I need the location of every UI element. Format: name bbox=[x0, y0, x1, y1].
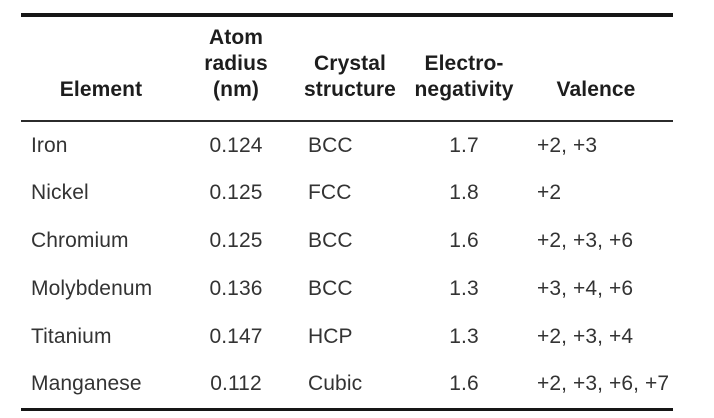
column-header-electronegativity: Electro- negativity bbox=[409, 15, 519, 121]
cell-valence: +2, +3 bbox=[537, 133, 598, 157]
cell-electronegativity: 1.6 bbox=[449, 372, 479, 396]
table-row: Molybdenum 0.136 BCC 1.3 +3, +4, +6 bbox=[21, 265, 673, 313]
element-properties-table-wrap: Element Atom radius (nm) Crystal structu… bbox=[21, 13, 673, 411]
element-properties-table: Element Atom radius (nm) Crystal structu… bbox=[21, 13, 673, 411]
header-row: Element Atom radius (nm) Crystal structu… bbox=[21, 15, 673, 121]
table-row: Iron 0.124 BCC 1.7 +2, +3 bbox=[21, 121, 673, 169]
cell-atom-radius: 0.112 bbox=[210, 372, 262, 396]
column-header-crystal-structure-line1: Crystal bbox=[314, 52, 386, 75]
column-header-valence-label: Valence bbox=[556, 78, 636, 101]
column-header-atom-radius: Atom radius (nm) bbox=[181, 15, 291, 121]
table-row: Titanium 0.147 HCP 1.3 +2, +3, +4 bbox=[21, 313, 673, 361]
cell-element: Nickel bbox=[31, 181, 89, 204]
cell-valence: +2, +3, +4 bbox=[537, 325, 634, 348]
cell-element: Titanium bbox=[31, 325, 112, 348]
cell-crystal-structure: HCP bbox=[308, 325, 353, 348]
column-header-atom-radius-line2: radius (nm) bbox=[204, 52, 268, 101]
cell-element: Chromium bbox=[31, 229, 129, 252]
cell-atom-radius: 0.125 bbox=[209, 229, 263, 252]
column-header-electronegativity-line2: negativity bbox=[414, 78, 514, 101]
cell-crystal-structure: FCC bbox=[308, 181, 352, 204]
cell-crystal-structure: BCC bbox=[308, 229, 353, 252]
cell-crystal-structure: Cubic bbox=[308, 372, 363, 396]
cell-element: Manganese bbox=[31, 372, 142, 396]
cell-crystal-structure: BCC bbox=[308, 277, 353, 300]
cell-valence: +2, +3, +6 bbox=[537, 229, 634, 252]
cell-electronegativity: 1.3 bbox=[449, 277, 479, 300]
table-row: Chromium 0.125 BCC 1.6 +2, +3, +6 bbox=[21, 217, 673, 265]
cell-valence: +2 bbox=[537, 181, 562, 204]
cell-electronegativity: 1.8 bbox=[449, 181, 479, 204]
cell-electronegativity: 1.3 bbox=[449, 325, 479, 348]
table-row: Nickel 0.125 FCC 1.8 +2 bbox=[21, 169, 673, 217]
column-header-atom-radius-line1: Atom bbox=[208, 26, 264, 49]
cell-element: Iron bbox=[31, 133, 68, 157]
cell-atom-radius: 0.124 bbox=[209, 133, 263, 157]
column-header-valence: Valence bbox=[519, 15, 673, 121]
column-header-electronegativity-line1: Electro- bbox=[424, 52, 504, 75]
column-header-crystal-structure: Crystal structure bbox=[291, 15, 409, 121]
cell-atom-radius: 0.136 bbox=[209, 277, 263, 300]
table-row: Manganese 0.112 Cubic 1.6 +2, +3, +6, +7 bbox=[21, 361, 673, 409]
cell-crystal-structure: BCC bbox=[308, 133, 353, 157]
column-header-element-label: Element bbox=[59, 78, 143, 101]
cell-electronegativity: 1.7 bbox=[449, 133, 479, 157]
column-header-crystal-structure-line2: structure bbox=[304, 78, 396, 101]
cell-valence: +3, +4, +6 bbox=[537, 277, 634, 300]
cell-electronegativity: 1.6 bbox=[449, 229, 479, 252]
cell-valence: +2, +3, +6, +7 bbox=[537, 372, 670, 396]
cell-atom-radius: 0.125 bbox=[209, 181, 263, 204]
cell-atom-radius: 0.147 bbox=[209, 325, 263, 348]
column-header-element: Element bbox=[21, 15, 181, 121]
cell-element: Molybdenum bbox=[31, 277, 153, 300]
